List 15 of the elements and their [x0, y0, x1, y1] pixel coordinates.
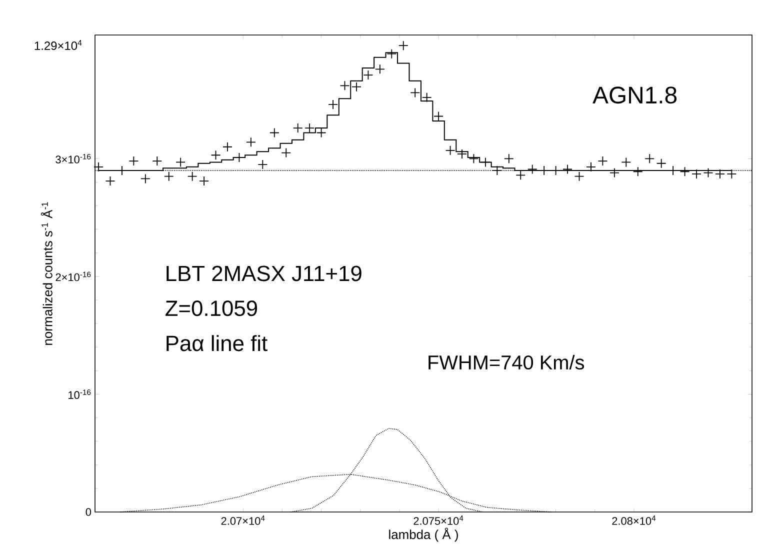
x-tick-label: 2.08×10$^{4}$ [612, 516, 656, 525]
text: 1.29×10$^{4}$ [34, 40, 82, 50]
y-tick-label: 0 [86, 508, 92, 516]
annotation: Paα line fit [166, 335, 268, 352]
annotation: Z=0.1059 [166, 300, 258, 316]
annotation: FWHM=740 Km/s [428, 354, 584, 370]
y-tick-label: 10$^{-16}$ [68, 390, 91, 399]
x-tick-label: 2.07×10$^{4}$ [221, 516, 265, 525]
y-tick-label: 3×10$^{-16}$ [56, 154, 91, 164]
y-axis-title: normalized counts s$^{-1}$ Å$^{-1}$ [40, 202, 52, 345]
y-tick-label: 2×10$^{-16}$ [56, 272, 91, 282]
annotation: AGN1.8 [592, 86, 677, 104]
x-tick-label: 2.075×10$^{4}$ [414, 516, 464, 525]
annotation: LBT 2MASX J11+19 [166, 266, 362, 282]
x-axis-title: lambda ( Å ) [389, 528, 458, 542]
